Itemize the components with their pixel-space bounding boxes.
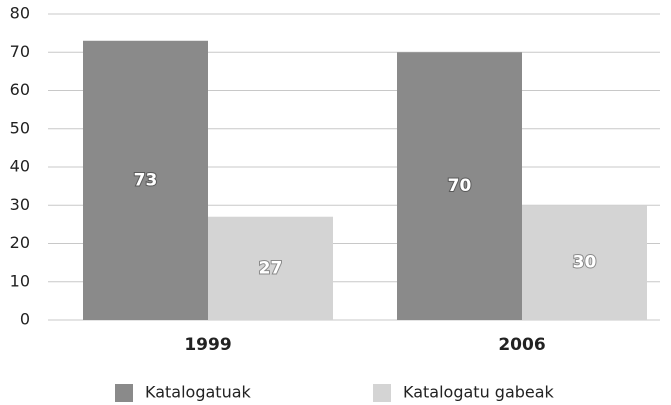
bar (397, 52, 522, 320)
bar (522, 205, 647, 320)
y-tick-label: 30 (10, 195, 30, 214)
legend-label: Katalogatuak (145, 383, 252, 402)
bar (83, 40, 208, 321)
x-tick-label: 2006 (498, 335, 545, 355)
legend-swatch (373, 384, 391, 402)
y-tick-label: 80 (10, 4, 30, 23)
y-tick-label: 60 (10, 80, 30, 99)
y-tick-label: 20 (10, 233, 30, 252)
value-label: 70 (448, 176, 472, 196)
legend-label: Katalogatu gabeak (403, 383, 555, 402)
y-tick-label: 40 (10, 157, 30, 176)
y-tick-label: 10 (10, 271, 30, 290)
value-label: 73 (134, 170, 158, 190)
y-tick-label: 70 (10, 42, 30, 61)
x-tick-label: 1999 (184, 335, 231, 355)
y-tick-label: 50 (10, 118, 30, 137)
value-label: 30 (573, 253, 597, 273)
legend-swatch (115, 384, 133, 402)
value-label: 27 (259, 258, 283, 278)
y-tick-label: 0 (20, 310, 30, 329)
bar (208, 216, 333, 320)
